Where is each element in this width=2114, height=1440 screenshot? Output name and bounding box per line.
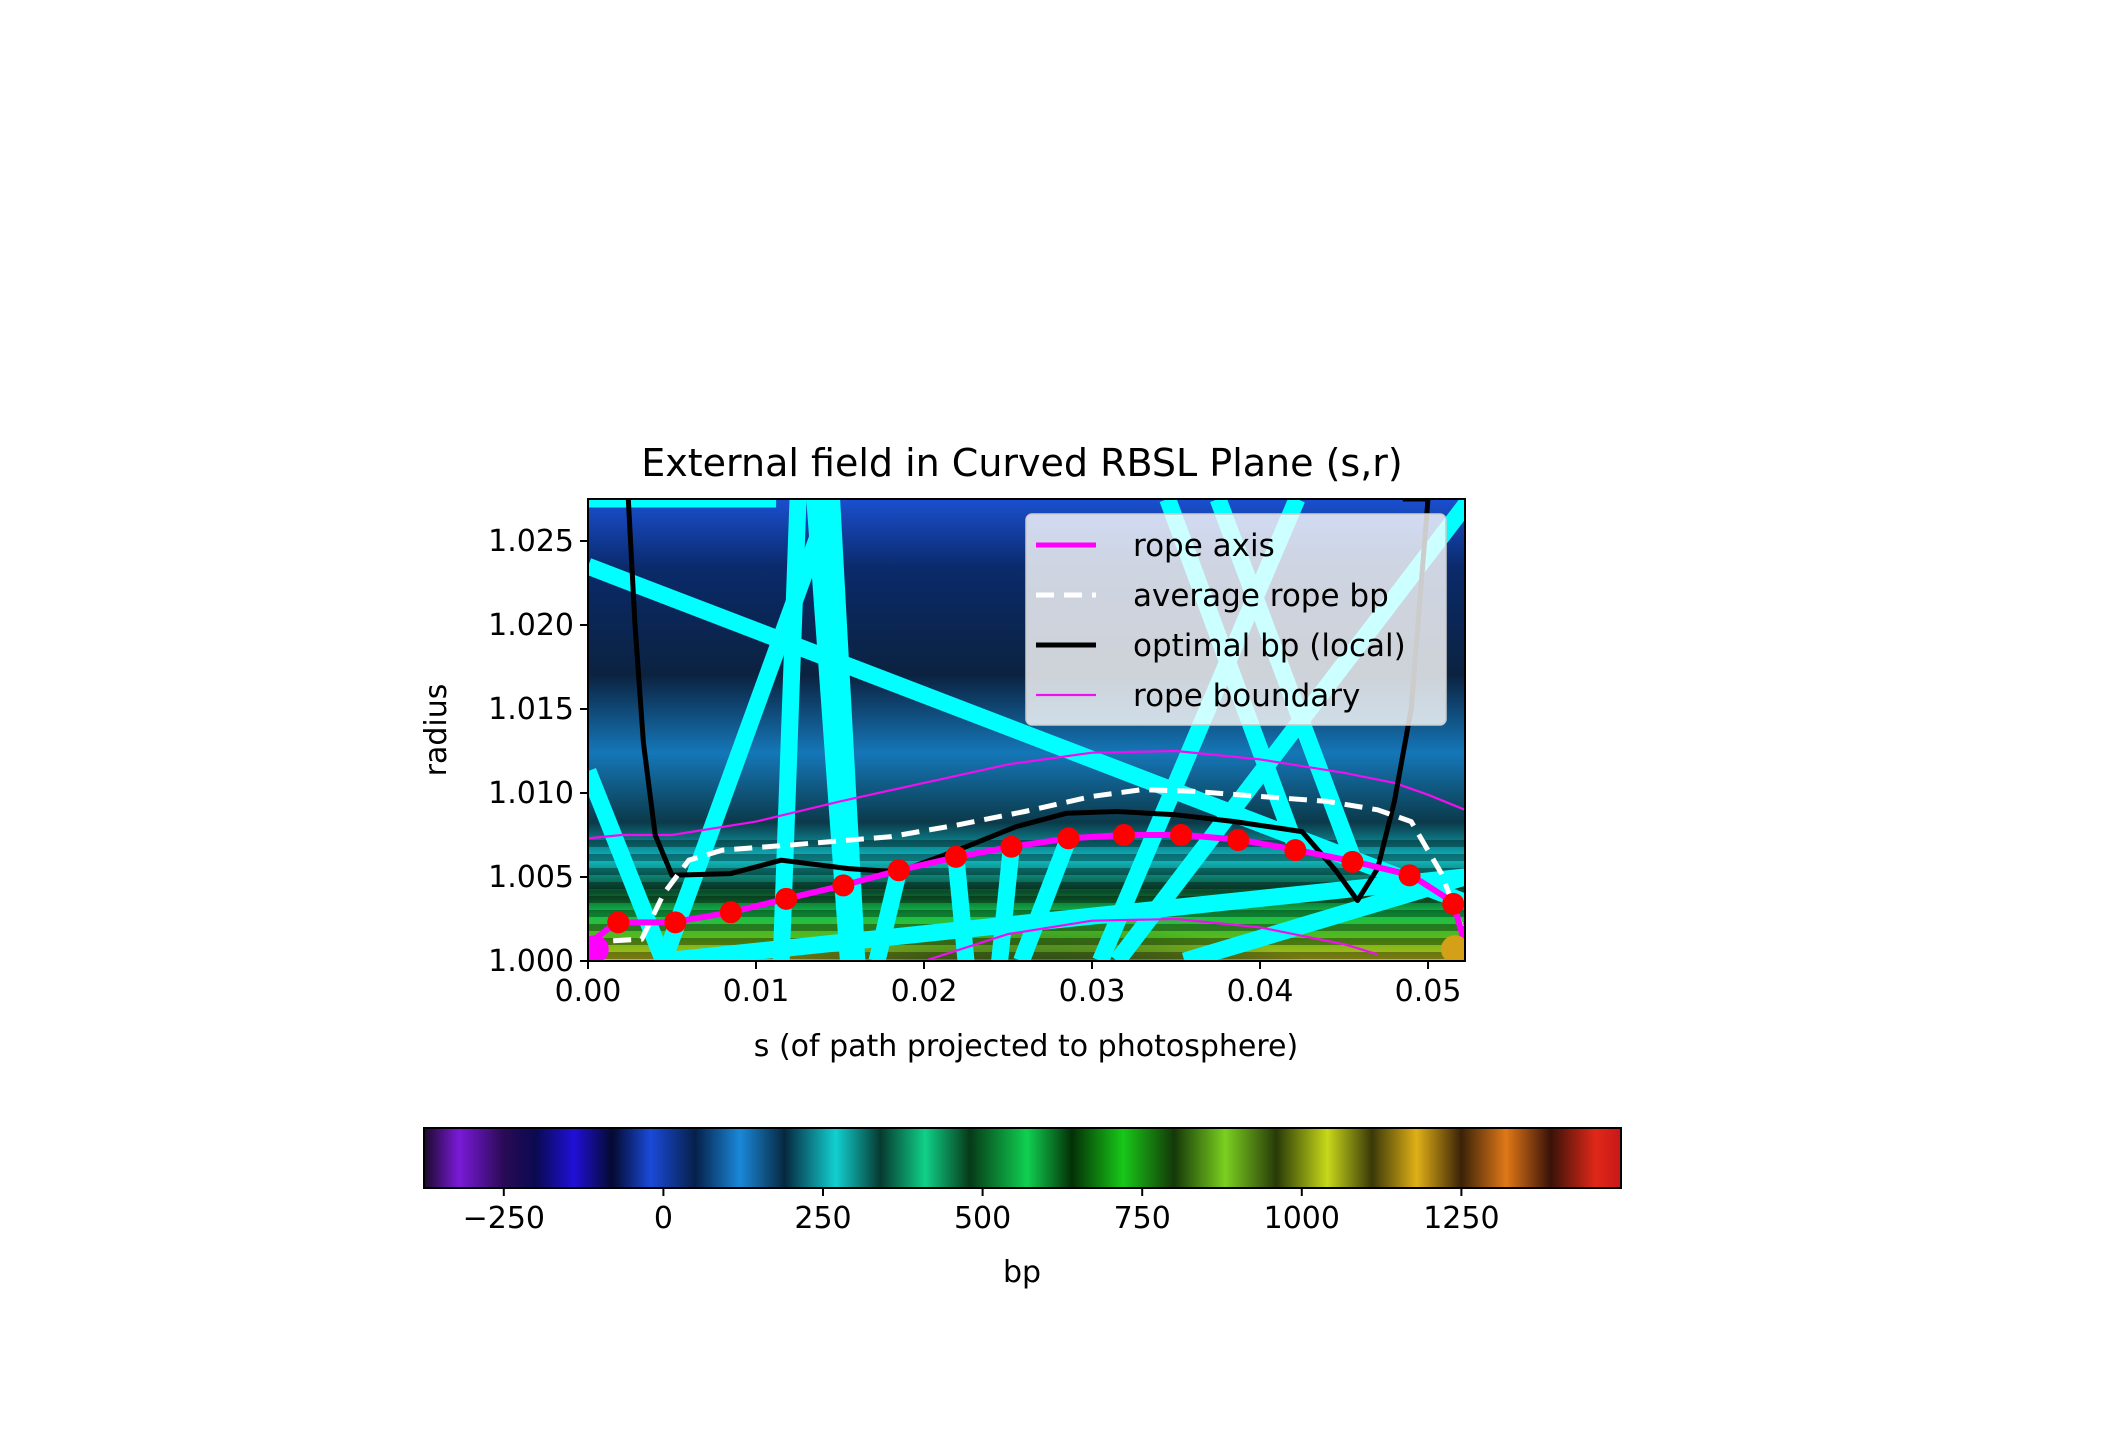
colorbar-frame bbox=[423, 1127, 1622, 1189]
y-tick-label: 1.025 bbox=[488, 524, 574, 559]
rope-axis-marker bbox=[887, 859, 910, 882]
y-tick-label: 1.010 bbox=[488, 776, 574, 811]
rope-axis-marker bbox=[1398, 864, 1421, 887]
x-ticks: 0.00 0.01 0.02 0.03 0.04 0.05 bbox=[555, 961, 1462, 1009]
rope-axis-marker bbox=[607, 911, 630, 934]
field-line-13 bbox=[1181, 868, 1465, 961]
y-tick-label: 1.015 bbox=[488, 692, 574, 727]
x-tick-label: 0.04 bbox=[1227, 974, 1294, 1009]
field-line-10 bbox=[1013, 835, 1077, 961]
x-tick-label: 0.01 bbox=[723, 974, 790, 1009]
legend-label: rope axis bbox=[1133, 528, 1275, 564]
colorbar-tick-label: 1250 bbox=[1423, 1201, 1499, 1236]
marker-layer bbox=[588, 824, 1465, 961]
rope-axis-marker bbox=[1170, 824, 1193, 846]
colorbar: −250 0 250 500 750 1000 1250 bp bbox=[423, 1127, 1622, 1290]
field-line-3 bbox=[772, 499, 807, 961]
colorbar-ticks: −250 0 250 500 750 1000 1250 bbox=[463, 1188, 1500, 1236]
field-line-0 bbox=[588, 558, 1465, 911]
legend: rope axis average rope bp optimal bp (loca… bbox=[1025, 513, 1447, 726]
field-line-1 bbox=[588, 768, 672, 961]
y-tick-label: 1.000 bbox=[488, 944, 574, 979]
rope-axis-marker bbox=[664, 911, 687, 934]
rope-axis-marker bbox=[775, 887, 798, 910]
endpoint-marker-1 bbox=[1440, 935, 1465, 961]
rope-axis-marker bbox=[944, 845, 967, 868]
series-rope-boundary-inner bbox=[923, 917, 1378, 961]
plot-frame bbox=[587, 498, 1466, 962]
y-tick-label: 1.005 bbox=[488, 860, 574, 895]
legend-label: rope boundary bbox=[1133, 678, 1360, 714]
series-rope-boundary bbox=[588, 749, 1465, 840]
y-ticks: 1.000 1.005 1.010 1.015 1.020 1.025 bbox=[488, 524, 588, 979]
x-tick-label: 0.00 bbox=[555, 974, 622, 1009]
rope-axis-marker bbox=[1284, 839, 1307, 862]
x-tick-label: 0.03 bbox=[1059, 974, 1126, 1009]
rope-axis-marker bbox=[1227, 829, 1250, 852]
series-average-rope-bp bbox=[613, 787, 1464, 944]
legend-box bbox=[1025, 513, 1447, 726]
colorbar-tick-label: 250 bbox=[794, 1201, 851, 1236]
field-line-8 bbox=[947, 856, 975, 961]
rope-axis-marker bbox=[719, 901, 742, 924]
chart-title: External field in Curved RBSL Plane (s,r… bbox=[641, 441, 1402, 485]
x-tick-label: 0.05 bbox=[1395, 974, 1462, 1009]
y-tick-label: 1.020 bbox=[488, 608, 574, 643]
rope-axis-marker bbox=[1112, 824, 1135, 846]
field-line-16 bbox=[662, 868, 1465, 961]
rope-axis-marker bbox=[1442, 892, 1465, 915]
endpoint-marker-0 bbox=[588, 935, 609, 961]
colorbar-tick-label: 750 bbox=[1114, 1201, 1171, 1236]
field-line-9 bbox=[991, 845, 1020, 961]
rope-axis-marker bbox=[1057, 827, 1080, 850]
y-axis-label: radius bbox=[419, 684, 454, 777]
colorbar-tick-label: 500 bbox=[954, 1201, 1011, 1236]
series-optimal-bp-local bbox=[625, 499, 1431, 903]
x-tick-label: 0.02 bbox=[891, 974, 958, 1009]
rope-axis-marker bbox=[1000, 835, 1023, 858]
x-axis-label: s (of path projected to photosphere) bbox=[754, 1029, 1298, 1064]
legend-label: average rope bp bbox=[1133, 578, 1389, 614]
colorbar-tick-label: 0 bbox=[654, 1201, 673, 1236]
rope-axis-marker bbox=[1341, 850, 1364, 873]
colorbar-gradient bbox=[424, 1128, 1621, 1188]
rope-axis-marker bbox=[832, 874, 855, 897]
legend-label: optimal bp (local) bbox=[1133, 628, 1406, 664]
colorbar-label: bp bbox=[1003, 1255, 1041, 1290]
colorbar-tick-label: 1000 bbox=[1264, 1201, 1340, 1236]
colorbar-tick-label: −250 bbox=[463, 1201, 545, 1236]
